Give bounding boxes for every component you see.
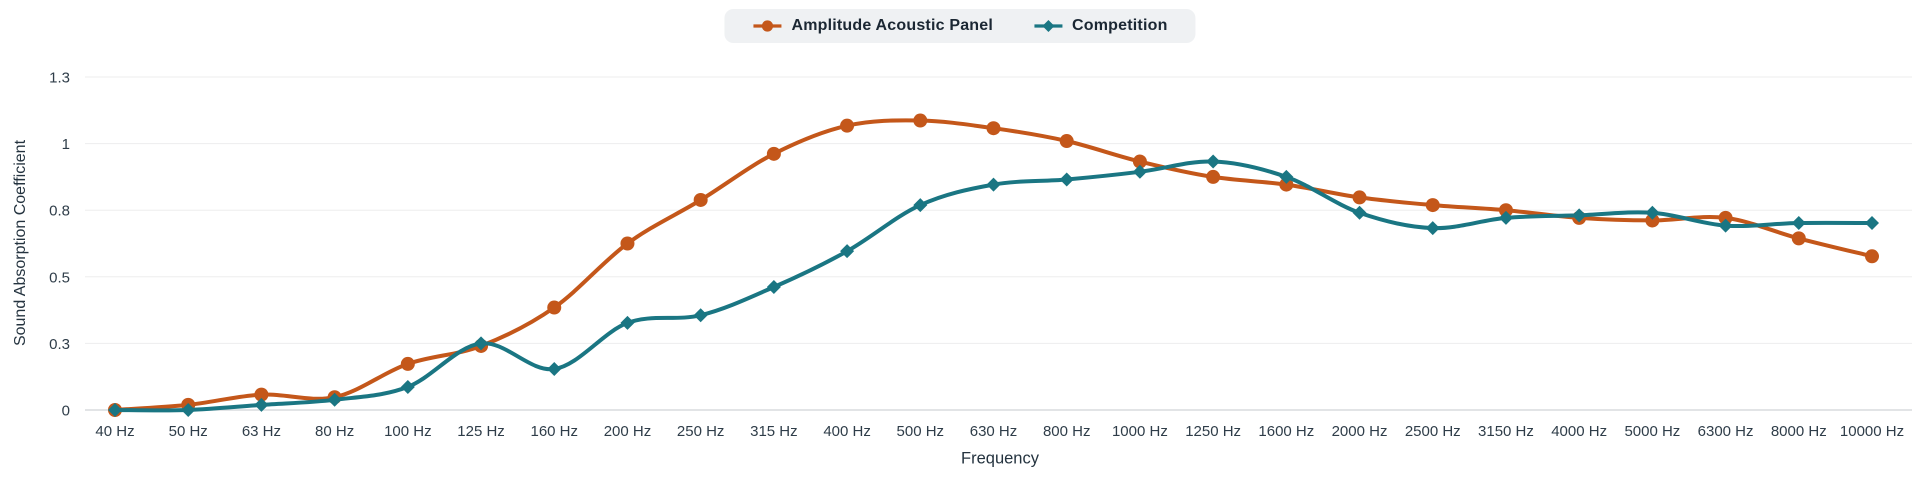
chart-legend: Amplitude Acoustic Panel Competition xyxy=(724,9,1196,43)
x-tick-label: 40 Hz xyxy=(95,423,134,440)
y-tick-label: 1 xyxy=(62,136,70,153)
data-point-marker[interactable] xyxy=(913,198,928,213)
x-tick-label: 2500 Hz xyxy=(1405,423,1461,440)
x-tick-label: 50 Hz xyxy=(169,423,208,440)
data-point-marker[interactable] xyxy=(1352,205,1367,220)
legend-label: Amplitude Acoustic Panel xyxy=(791,17,994,34)
x-tick-label: 160 Hz xyxy=(530,423,578,440)
y-tick-label: 0.8 xyxy=(49,203,70,220)
data-point-marker[interactable] xyxy=(1645,213,1660,228)
data-point-marker[interactable] xyxy=(1572,208,1587,223)
data-point-marker[interactable] xyxy=(766,146,781,161)
data-point-marker[interactable] xyxy=(620,236,635,251)
series-line-diamond xyxy=(113,159,1874,413)
data-point-marker[interactable] xyxy=(1498,203,1513,218)
x-tick-label: 1600 Hz xyxy=(1258,423,1314,440)
x-tick-label: 125 Hz xyxy=(457,423,505,440)
data-point-marker[interactable] xyxy=(693,308,708,323)
data-point-marker[interactable] xyxy=(474,336,489,351)
y-tick-label: 0.3 xyxy=(49,336,70,353)
data-point-marker[interactable] xyxy=(1279,177,1294,192)
y-tick-label: 0.5 xyxy=(49,269,70,286)
x-tick-label: 400 Hz xyxy=(823,423,871,440)
data-point-marker[interactable] xyxy=(254,387,269,402)
x-tick-label: 1000 Hz xyxy=(1112,423,1168,440)
data-point-marker[interactable] xyxy=(547,300,562,315)
legend-marker-circle-icon xyxy=(753,20,782,32)
y-tick-label: 1.3 xyxy=(49,70,70,87)
data-point-marker[interactable] xyxy=(181,403,196,417)
x-tick-label: 250 Hz xyxy=(677,423,725,440)
data-point-marker[interactable] xyxy=(913,113,928,128)
legend-item-competition[interactable]: Competition xyxy=(1033,18,1168,34)
legend-item-amplitude-acoustic-panel[interactable]: Amplitude Acoustic Panel xyxy=(752,18,993,34)
data-point-marker[interactable] xyxy=(986,177,1001,192)
data-point-marker[interactable] xyxy=(1279,169,1294,184)
x-tick-label: 63 Hz xyxy=(242,423,281,440)
x-tick-label: 315 Hz xyxy=(750,423,798,440)
x-tick-label: 3150 Hz xyxy=(1478,423,1534,440)
data-point-marker[interactable] xyxy=(547,362,562,377)
x-tick-label: 100 Hz xyxy=(384,423,432,440)
data-point-marker[interactable] xyxy=(620,315,635,330)
data-point-marker[interactable] xyxy=(1865,249,1879,264)
y-axis-title: Sound Absorption Coefficient xyxy=(12,139,29,347)
y-tick-label: 0 xyxy=(62,403,70,420)
x-tick-label: 6300 Hz xyxy=(1698,423,1754,440)
data-point-marker[interactable] xyxy=(1718,210,1733,225)
data-point-marker[interactable] xyxy=(1206,169,1221,184)
data-point-marker[interactable] xyxy=(1498,210,1513,225)
x-tick-label: 500 Hz xyxy=(897,423,945,440)
data-point-marker[interactable] xyxy=(1791,216,1806,231)
x-tick-label: 10000 Hz xyxy=(1840,423,1904,440)
data-point-marker[interactable] xyxy=(1206,154,1221,169)
data-point-marker[interactable] xyxy=(1132,164,1147,179)
x-tick-label: 1250 Hz xyxy=(1185,423,1241,440)
x-tick-label: 8000 Hz xyxy=(1771,423,1827,440)
x-tick-label: 2000 Hz xyxy=(1332,423,1388,440)
x-axis-title: Frequency xyxy=(961,449,1039,468)
data-point-marker[interactable] xyxy=(327,392,342,407)
data-point-marker[interactable] xyxy=(1718,218,1733,233)
data-point-marker[interactable] xyxy=(400,379,415,394)
data-point-marker[interactable] xyxy=(1425,221,1440,236)
x-tick-label: 800 Hz xyxy=(1043,423,1091,440)
legend-label: Competition xyxy=(1072,17,1168,34)
data-point-marker[interactable] xyxy=(400,356,415,371)
x-tick-label: 5000 Hz xyxy=(1624,423,1680,440)
x-tick-label: 200 Hz xyxy=(604,423,652,440)
data-point-marker[interactable] xyxy=(766,280,781,295)
x-tick-label: 4000 Hz xyxy=(1551,423,1607,440)
data-point-marker[interactable] xyxy=(1425,198,1440,213)
data-point-marker[interactable] xyxy=(693,192,708,207)
data-point-marker[interactable] xyxy=(1352,190,1367,205)
x-tick-label: 630 Hz xyxy=(970,423,1018,440)
data-point-marker[interactable] xyxy=(1059,134,1074,149)
data-point-marker[interactable] xyxy=(1132,154,1147,169)
data-point-marker[interactable] xyxy=(1059,172,1074,187)
data-point-marker[interactable] xyxy=(840,244,855,259)
data-point-marker[interactable] xyxy=(840,118,855,133)
data-point-marker[interactable] xyxy=(1791,231,1806,246)
data-point-marker[interactable] xyxy=(254,397,269,412)
data-point-marker[interactable] xyxy=(1865,216,1879,231)
data-point-marker[interactable] xyxy=(1645,205,1660,220)
legend-marker-diamond-icon xyxy=(1034,20,1063,32)
data-point-marker[interactable] xyxy=(108,403,122,417)
x-tick-label: 80 Hz xyxy=(315,423,354,440)
series-line-circle xyxy=(113,118,1874,412)
data-point-marker[interactable] xyxy=(986,121,1001,136)
